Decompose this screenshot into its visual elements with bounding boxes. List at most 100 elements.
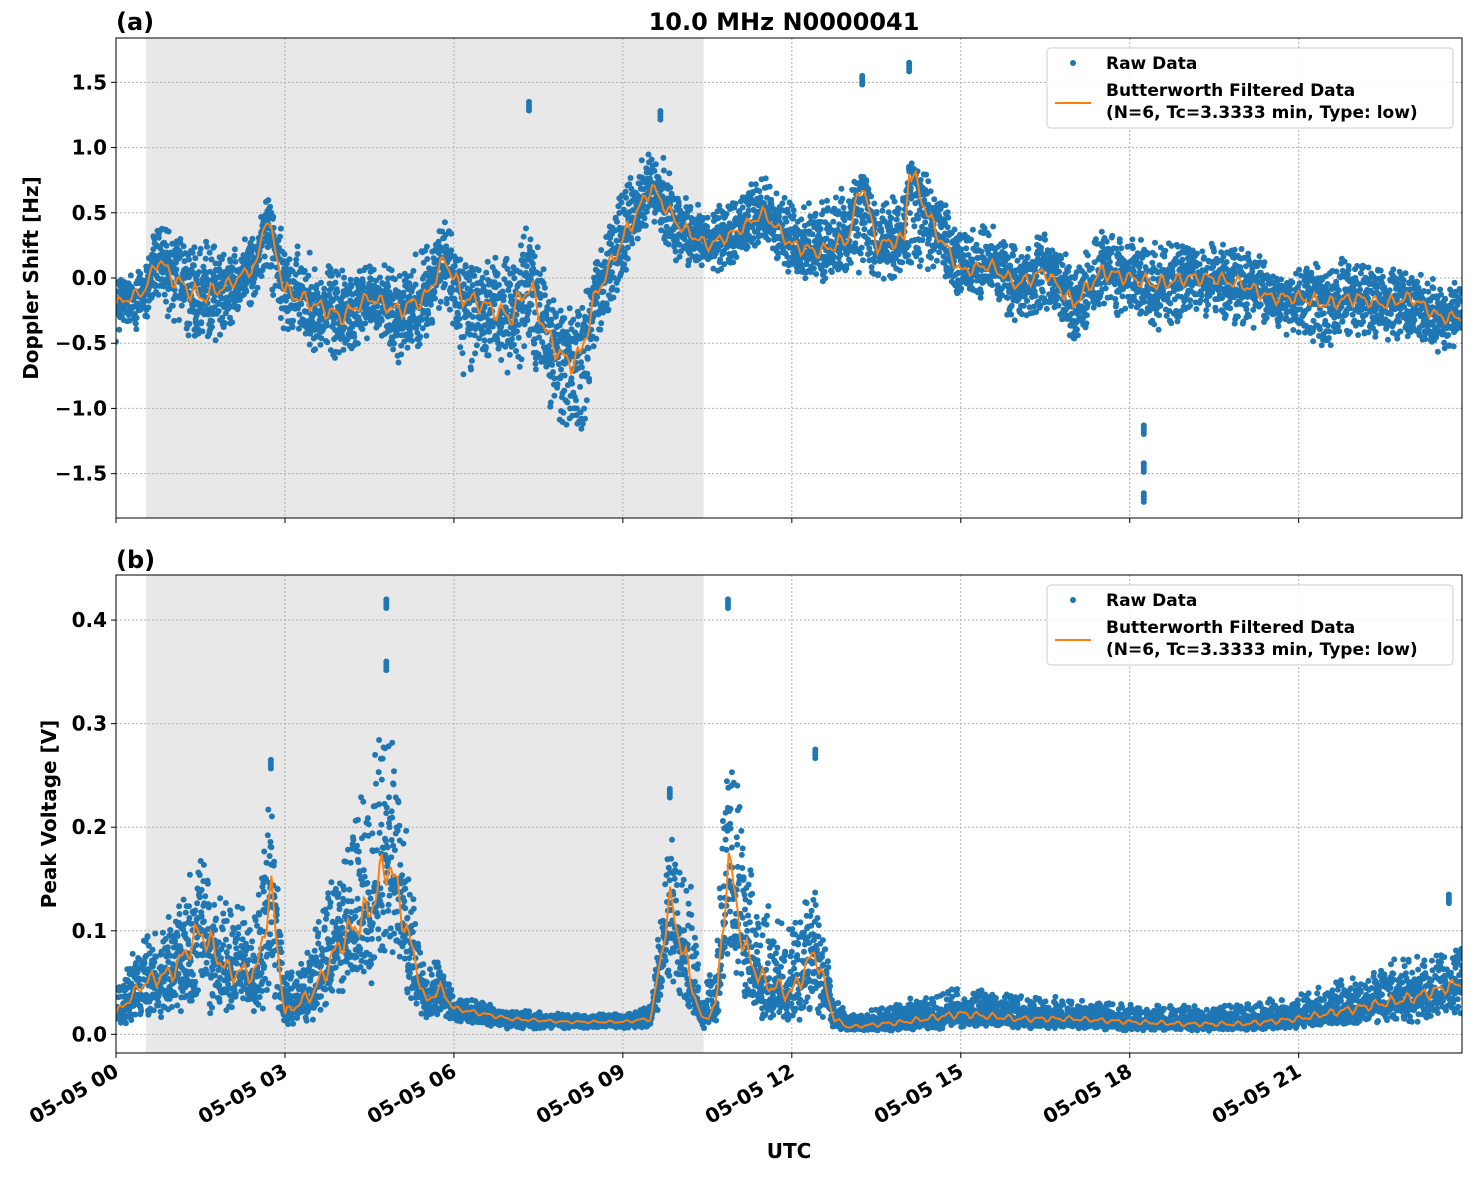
panel-label-a: (a) (116, 8, 154, 36)
raw-data-point (958, 246, 964, 252)
raw-data-point (413, 282, 419, 288)
raw-data-point (925, 266, 931, 272)
raw-data-point (841, 205, 847, 211)
raw-data-point (470, 314, 476, 320)
raw-data-point (579, 364, 585, 370)
raw-data-point (896, 206, 902, 212)
raw-data-point (639, 157, 645, 163)
raw-data-point (569, 381, 575, 387)
raw-data-point (666, 241, 672, 247)
raw-data-point (1223, 312, 1229, 318)
raw-data-point (581, 406, 587, 412)
raw-data-point (819, 199, 825, 205)
raw-data-point (646, 152, 652, 158)
raw-data-point (677, 254, 683, 260)
raw-data-point (839, 196, 845, 202)
raw-data-point (528, 236, 534, 242)
raw-data-point (1060, 262, 1066, 268)
raw-data-point (1168, 320, 1174, 326)
raw-data-point (879, 229, 885, 235)
raw-data-point (468, 367, 474, 373)
raw-data-point (1068, 281, 1074, 287)
raw-data-point (533, 366, 539, 372)
raw-data-point (163, 299, 169, 305)
raw-data-point (1042, 231, 1048, 237)
raw-data-point (869, 264, 875, 270)
raw-data-point (918, 257, 924, 263)
raw-data-point (1227, 305, 1233, 311)
raw-data-point (892, 199, 898, 205)
raw-data-point (905, 252, 911, 258)
raw-data-point (162, 292, 168, 298)
raw-data-point (542, 285, 548, 291)
raw-data-point (177, 236, 183, 242)
raw-data-point (1193, 306, 1199, 312)
raw-data-point (1138, 260, 1144, 266)
raw-data-point (562, 373, 568, 379)
raw-data-point (472, 350, 478, 356)
raw-data-point (791, 207, 797, 213)
raw-data-point (1130, 245, 1136, 251)
raw-data-point (699, 262, 705, 268)
raw-data-point (428, 302, 434, 308)
raw-data-point (879, 208, 885, 214)
raw-data-point (339, 268, 345, 274)
raw-data-point (667, 185, 673, 191)
raw-data-point (625, 256, 631, 262)
raw-data-point (944, 238, 950, 244)
raw-data-point (1025, 246, 1031, 252)
raw-data-point (842, 217, 848, 223)
raw-data-point (1129, 236, 1135, 242)
raw-data-point (1175, 318, 1181, 324)
raw-data-point (610, 295, 616, 301)
raw-data-point (190, 250, 196, 256)
raw-data-point (396, 360, 402, 366)
raw-data-point (542, 292, 548, 298)
raw-data-point (351, 334, 357, 340)
raw-data-point (483, 344, 489, 350)
raw-data-point (424, 256, 430, 262)
raw-data-point (861, 226, 867, 232)
raw-data-point (813, 271, 819, 277)
raw-data-point (282, 251, 288, 257)
raw-data-point (278, 226, 284, 232)
raw-data-point (567, 305, 573, 311)
raw-data-point (897, 267, 903, 273)
raw-data-point (1109, 233, 1115, 239)
raw-data-point (625, 245, 631, 251)
raw-data-point (235, 304, 241, 310)
raw-data-point (312, 266, 318, 272)
raw-data-point (270, 214, 276, 220)
raw-data-point (888, 215, 894, 221)
raw-data-point (704, 224, 710, 230)
raw-data-point (496, 282, 502, 288)
raw-data-point (537, 271, 543, 277)
raw-data-point (144, 314, 150, 320)
raw-data-point (830, 219, 836, 225)
raw-data-point (429, 320, 435, 326)
raw-data-point (436, 305, 442, 311)
raw-data-point (321, 286, 327, 292)
raw-data-point (432, 296, 438, 302)
raw-data-point (1040, 289, 1046, 295)
raw-data-point (296, 311, 302, 317)
raw-data-point (221, 252, 227, 258)
raw-data-point (1199, 293, 1205, 299)
raw-data-point (614, 287, 620, 293)
raw-data-point (232, 259, 238, 265)
raw-data-point (116, 327, 122, 333)
raw-data-point (385, 284, 391, 290)
raw-data-point (526, 332, 532, 338)
raw-data-point (867, 250, 873, 256)
raw-data-point (886, 209, 892, 215)
raw-data-point (1113, 301, 1119, 307)
raw-data-point (767, 184, 773, 190)
raw-data-point (377, 275, 383, 281)
raw-data-point (891, 274, 897, 280)
raw-data-point (216, 308, 222, 314)
raw-data-point (986, 232, 992, 238)
raw-data-point (290, 318, 296, 324)
raw-data-point (1138, 237, 1144, 243)
raw-data-point (569, 375, 575, 381)
raw-data-point (480, 275, 486, 281)
